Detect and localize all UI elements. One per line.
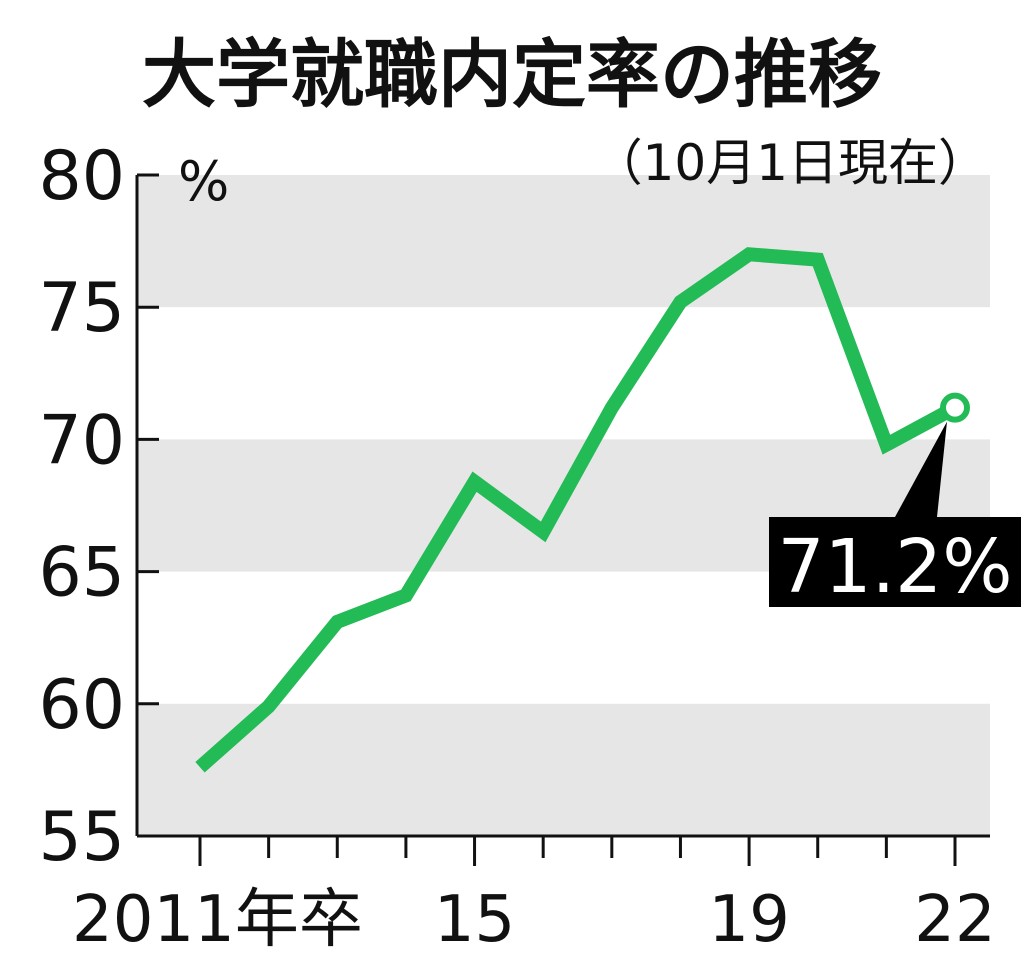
x-tick-label: 15 bbox=[434, 883, 515, 957]
y-tick-label: 70 bbox=[38, 401, 125, 480]
callout-pointer bbox=[895, 421, 947, 517]
axes bbox=[135, 175, 990, 838]
chart-title: 大学就職内定率の推移 bbox=[142, 32, 882, 118]
callout-label: 71.2% bbox=[777, 524, 1012, 610]
x-tick-label: 2011年卒 bbox=[72, 883, 363, 957]
y-tick-label: 65 bbox=[38, 534, 125, 613]
series-path bbox=[195, 247, 959, 773]
x-tick-label: 22 bbox=[914, 883, 995, 957]
grid-band bbox=[137, 175, 990, 308]
x-tick-labels: 2011年卒 15 19 22 bbox=[72, 836, 996, 957]
y-tick-label: 75 bbox=[38, 269, 125, 348]
value-callout: 71.2% bbox=[769, 421, 1021, 610]
y-axis-unit: % bbox=[178, 150, 229, 213]
y-tick-label: 80 bbox=[38, 137, 125, 216]
y-tick-label: 60 bbox=[38, 666, 125, 745]
last-point-marker bbox=[940, 392, 970, 423]
chart-subtitle: （10月1日現在） bbox=[593, 134, 988, 192]
series-line bbox=[195, 247, 970, 773]
x-tick-label: 19 bbox=[708, 883, 789, 957]
y-tick-labels: 80 75 70 65 60 55 bbox=[38, 137, 159, 877]
callout-box bbox=[769, 517, 1021, 607]
grid-band bbox=[137, 703, 990, 836]
y-tick-label: 55 bbox=[38, 798, 125, 877]
